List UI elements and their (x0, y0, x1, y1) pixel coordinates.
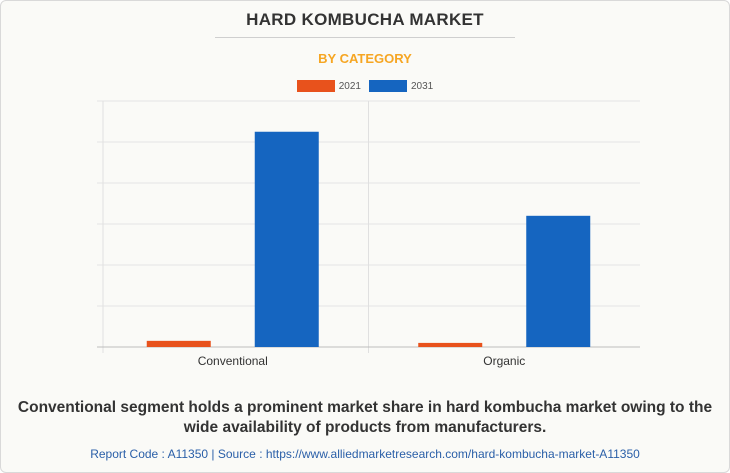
bar-2021-conventional (146, 340, 211, 347)
source-line[interactable]: Report Code : A11350 | Source : https://… (90, 447, 640, 461)
chart-caption: Conventional segment holds a prominent m… (17, 399, 713, 436)
legend-item-2021[interactable]: 2021 (296, 80, 361, 92)
x-tick-label: Organic (483, 354, 525, 368)
legend-label-2031: 2031 (411, 80, 434, 92)
bar-2031-organic (526, 215, 591, 347)
legend-label-2021: 2021 (338, 80, 361, 92)
legend-item-2031[interactable]: 2031 (369, 80, 433, 92)
chart-legend: 2021 2031 (0, 80, 730, 92)
legend-swatch-2021 (296, 80, 335, 92)
bar-2021-organic (418, 342, 483, 347)
chart-title: HARD KOMBUCHA MARKET (246, 10, 484, 29)
x-tick-label: Conventional (198, 354, 268, 368)
title-divider (215, 37, 515, 38)
legend-swatch-2031 (369, 80, 407, 92)
chart-subtitle: BY CATEGORY (318, 51, 412, 66)
bar-2031-conventional (254, 131, 319, 347)
